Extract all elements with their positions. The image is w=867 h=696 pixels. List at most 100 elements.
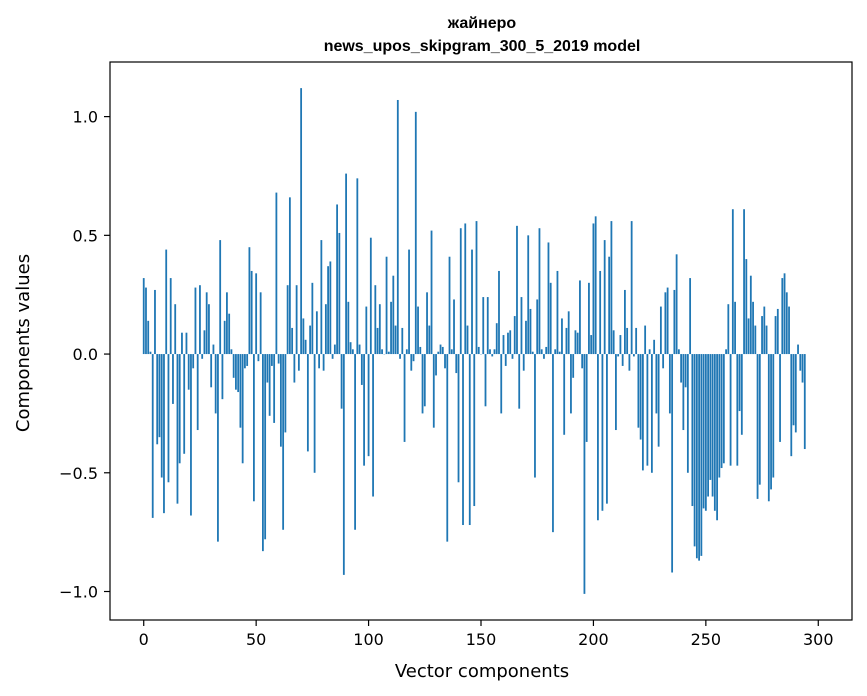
bar-109	[387, 351, 390, 355]
x-tick-label: 250	[691, 630, 722, 649]
bar-110	[390, 301, 392, 355]
bar-165	[513, 316, 516, 355]
bar-11	[167, 354, 170, 483]
bar-97	[360, 354, 363, 385]
bar-98	[363, 354, 365, 466]
bar-1	[145, 287, 147, 355]
bar-209	[612, 330, 615, 355]
bar-66	[291, 327, 294, 355]
bar-241	[684, 354, 687, 388]
bar-122	[417, 306, 419, 355]
bar-242	[686, 354, 689, 473]
bar-176	[538, 228, 541, 355]
bar-277	[765, 325, 768, 355]
bar-161	[504, 354, 507, 366]
bar-54	[264, 354, 267, 540]
bar-75	[311, 282, 314, 355]
bar-273	[756, 354, 759, 499]
x-tick-label: 100	[353, 630, 384, 649]
bar-220	[637, 354, 640, 428]
bar-288	[790, 354, 793, 457]
bar-74	[309, 325, 312, 355]
bar-222	[641, 354, 644, 471]
bar-234	[668, 354, 671, 414]
bar-64	[286, 285, 289, 355]
bar-198	[588, 282, 590, 355]
bar-31	[212, 344, 215, 355]
bar-5	[154, 289, 156, 355]
bar-115	[401, 327, 404, 355]
bar-121	[414, 111, 417, 355]
bar-71	[302, 318, 305, 355]
bar-140	[457, 354, 460, 483]
bar-70	[300, 88, 303, 355]
bar-171	[527, 235, 530, 355]
bar-193	[576, 332, 579, 355]
bar-256	[718, 354, 721, 478]
bar-22	[192, 354, 195, 369]
bar-85	[333, 344, 336, 355]
y-tick-label: −1.0	[59, 583, 98, 602]
bar-202	[597, 354, 599, 521]
bar-227	[653, 339, 656, 355]
bar-211	[617, 354, 620, 357]
bar-137	[450, 349, 453, 355]
bar-157	[495, 323, 498, 355]
bar-177	[540, 349, 543, 355]
bar-2	[147, 320, 150, 355]
bar-268	[745, 259, 748, 355]
bar-207	[608, 256, 611, 355]
bar-99	[365, 306, 368, 355]
bar-78	[318, 354, 321, 369]
bar-212	[619, 335, 622, 355]
bar-180	[547, 242, 550, 355]
bar-80	[322, 354, 325, 371]
bar-36	[223, 320, 226, 355]
bar-112	[394, 325, 397, 355]
x-axis-ticks: 0 50 100 150 200 250 300	[139, 620, 834, 649]
bar-238	[677, 349, 680, 355]
bar-40	[232, 354, 235, 378]
bar-17	[181, 332, 183, 355]
bar-62	[282, 354, 285, 530]
bar-69	[297, 354, 300, 371]
bar-182	[552, 354, 554, 533]
bar-79	[320, 240, 323, 355]
bar-214	[624, 289, 626, 355]
bar-274	[758, 354, 761, 485]
bar-194	[579, 280, 581, 355]
bar-174	[534, 354, 536, 478]
bar-289	[792, 354, 795, 426]
bar-154	[489, 349, 491, 355]
bar-189	[567, 311, 570, 355]
bar-233	[666, 287, 669, 355]
bar-13	[172, 354, 174, 404]
bar-210	[615, 354, 617, 431]
bar-24	[196, 354, 199, 431]
bar-224	[646, 354, 649, 466]
bar-35	[221, 354, 224, 400]
bar-156	[493, 349, 496, 355]
bar-133	[441, 346, 444, 355]
bar-247	[698, 354, 700, 561]
bar-44	[241, 354, 244, 464]
x-tick-label: 50	[246, 630, 266, 649]
bar-108	[385, 256, 388, 355]
bar-158	[498, 270, 500, 355]
bar-38	[228, 313, 231, 355]
bar-272	[754, 325, 757, 355]
y-axis-label: Components values	[13, 254, 34, 432]
bar-113	[396, 99, 399, 355]
bar-136	[448, 256, 451, 355]
bar-82	[327, 266, 329, 355]
bar-206	[606, 354, 608, 504]
bar-191	[572, 354, 575, 378]
bar-184	[556, 270, 559, 355]
bar-147	[473, 354, 476, 507]
bar-254	[713, 354, 716, 511]
bar-59	[275, 192, 278, 355]
bar-208	[610, 221, 613, 355]
bar-172	[529, 308, 532, 355]
bar-67	[293, 354, 296, 383]
bar-168	[520, 297, 523, 355]
